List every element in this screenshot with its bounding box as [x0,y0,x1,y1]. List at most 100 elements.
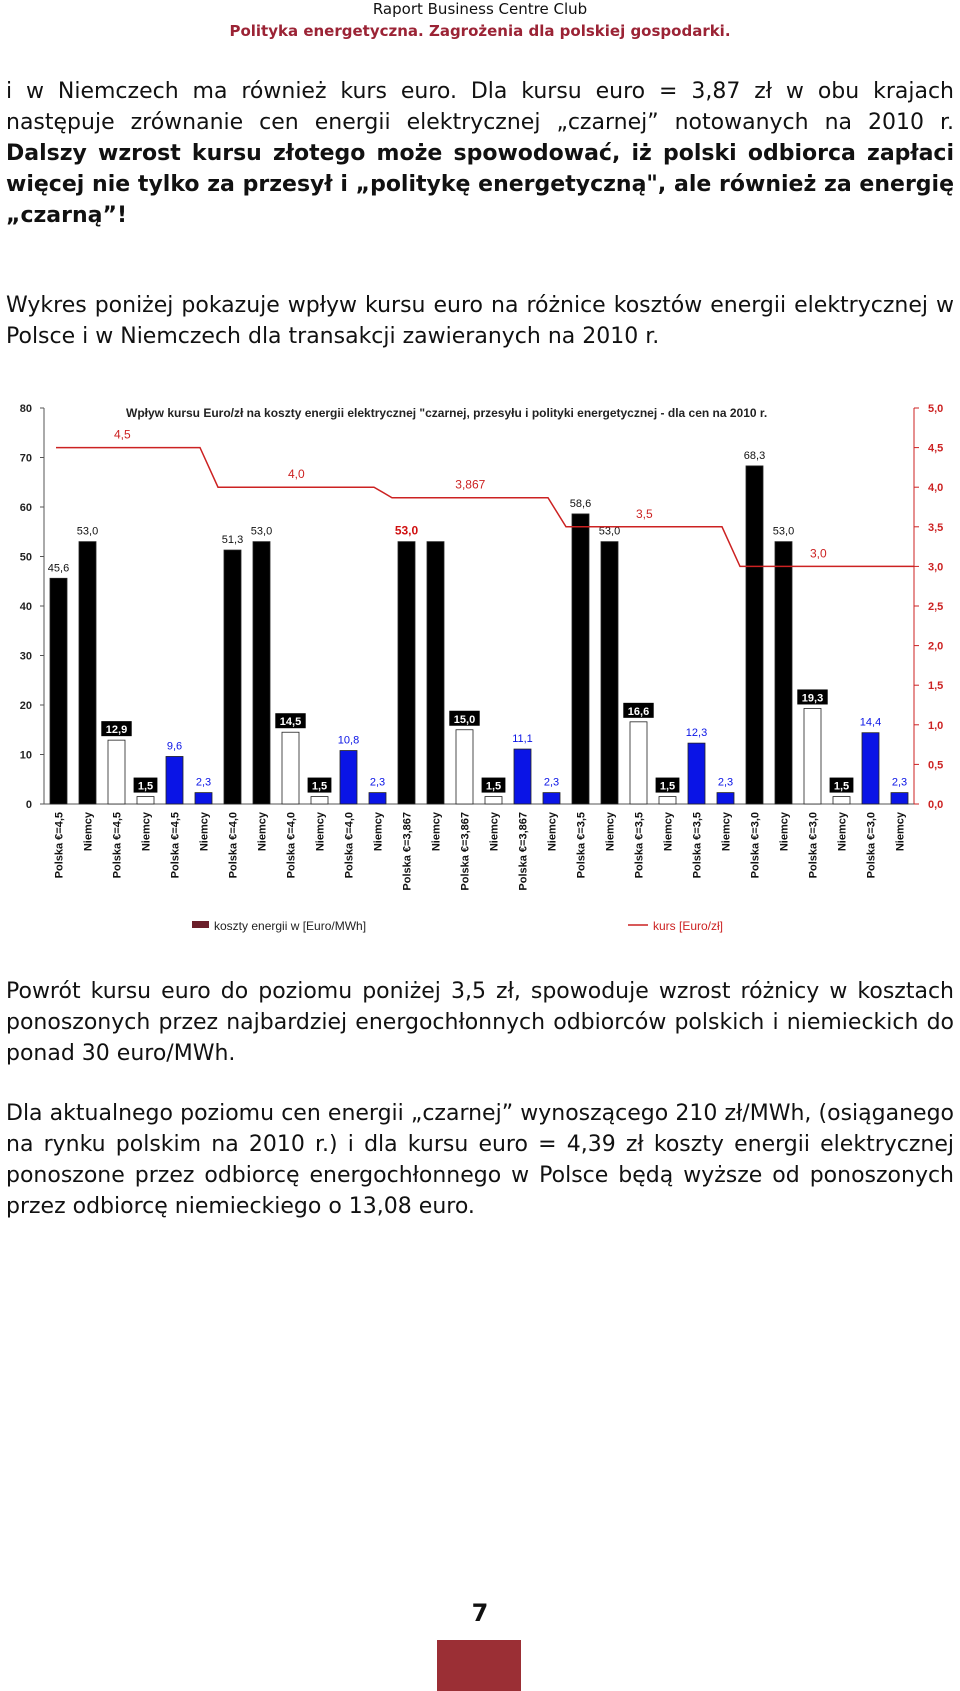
category-label: Niemcy [837,811,849,851]
bar [165,756,184,805]
bar-label-bg [101,721,132,737]
y2-tick-label: 0,5 [928,759,943,771]
bar-value-label: 58,6 [570,498,591,510]
category-label: Polska €=4,5 [112,812,124,878]
bar-value-label: 10,8 [338,735,359,747]
bar-label-bg [829,777,854,793]
category-label: Polska €=3,0 [808,812,820,878]
y-tick-label: 60 [20,502,32,514]
footer-block [437,1640,521,1691]
category-label: Polska €=3,5 [634,812,646,878]
category-label: Niemcy [779,811,791,851]
rate-label: 4,5 [114,428,131,442]
bar-value-label: 16,6 [628,706,649,718]
y2-tick-label: 2,0 [928,641,943,653]
bar-label-bg [797,689,828,705]
bar-label-bg [275,713,306,729]
rate-line [56,446,914,568]
y2-tick-label: 2,5 [928,601,943,613]
bar-value-label: 1,5 [834,781,849,793]
category-label: Niemcy [83,811,95,851]
bar [542,792,561,805]
category-label: Polska €=3,0 [750,812,762,878]
bar-value-label: 14,5 [280,716,301,728]
legend-line-label: kurs [Euro/zł] [653,919,723,933]
bar [716,792,735,805]
bar [281,731,300,805]
bar [803,708,822,805]
category-label: Niemcy [721,811,733,851]
y-tick-label: 0 [26,799,32,811]
y-tick-label: 70 [20,453,32,465]
bar [78,541,97,805]
bar-value-label: 45,6 [48,562,69,574]
bar-label-bg [623,702,654,718]
y2-tick-label: 1,5 [928,680,943,692]
bar [223,549,242,805]
page-number: 7 [471,1599,489,1627]
bar-value-label: 53,0 [773,526,794,538]
category-label: Polska €=4,5 [170,812,182,878]
bar-value-label: 2,3 [196,777,211,789]
y-tick-label: 30 [20,651,32,663]
bar-value-label: 2,3 [892,777,907,789]
bar [513,748,532,805]
bar [774,541,793,805]
y-tick-label: 40 [20,601,32,613]
bar [687,742,706,805]
bar-value-label: 11,1 [512,733,533,745]
y2-tick-label: 4,5 [928,443,943,455]
category-label: Niemcy [547,811,559,851]
y-tick-label: 80 [20,403,32,415]
bar-value-label: 53,0 [395,524,419,538]
rate-label: 3,0 [810,546,827,560]
category-label: Niemcy [257,811,269,851]
bar-value-label: 19,3 [802,692,823,704]
bar-label-bg [481,777,506,793]
legend-bar-label: koszty energii w [Euro/MWh] [214,919,366,933]
bar-label-bg [133,777,158,793]
header-title: Raport Business Centre Club [372,0,588,18]
category-label: Niemcy [663,811,675,851]
paragraph-2: Wykres poniżej pokazuje wpływ kursu euro… [6,293,954,349]
bar-value-label: 12,3 [686,727,707,739]
bar [600,541,619,805]
rate-label: 4,0 [288,467,305,481]
bar-value-label: 12,9 [106,724,127,736]
y2-tick-label: 1,0 [928,720,943,732]
bar-value-label: 2,3 [544,777,559,789]
y2-tick-label: 5,0 [928,403,943,415]
category-label: Niemcy [141,811,153,851]
bar-value-label: 53,0 [251,526,272,538]
bar [861,732,880,805]
legend-bar-swatch [192,921,209,928]
y-tick-label: 10 [20,750,32,762]
category-label: Niemcy [373,811,385,851]
bar [397,541,416,805]
bar-value-label: 53,0 [77,526,98,538]
bar-value-label: 1,5 [138,781,153,793]
bar-value-label: 68,3 [744,450,765,462]
category-label: Polska €=4,5 [54,812,66,878]
bar [310,796,329,805]
category-label: Niemcy [605,811,617,851]
header-subtitle: Polityka energetyczna. Zagrożenia dla po… [229,22,731,40]
category-label: Polska €=4,0 [286,812,298,878]
paragraph-1-normal: i w Niemczech ma również kurs euro. Dla … [6,79,954,135]
category-label: Polska €=3,5 [692,812,704,878]
paragraph-3: Powrót kursu euro do poziomu poniżej 3,5… [6,979,954,1066]
chart-title: Wpływ kursu Euro/zł na koszty energii el… [126,406,767,420]
category-label: Polska €=3,5 [576,812,588,878]
bar-value-label: 1,5 [486,781,501,793]
category-label: Niemcy [489,811,501,851]
bar [571,513,590,805]
category-label: Polska €=3,867 [518,812,530,891]
bar [890,792,909,805]
bar [252,541,271,805]
bar-value-label: 9,6 [167,740,182,752]
y2-tick-label: 0,0 [928,799,943,811]
rate-label: 3,867 [455,478,485,492]
bar [455,729,474,805]
bar [368,792,387,805]
bar-value-label: 2,3 [718,777,733,789]
